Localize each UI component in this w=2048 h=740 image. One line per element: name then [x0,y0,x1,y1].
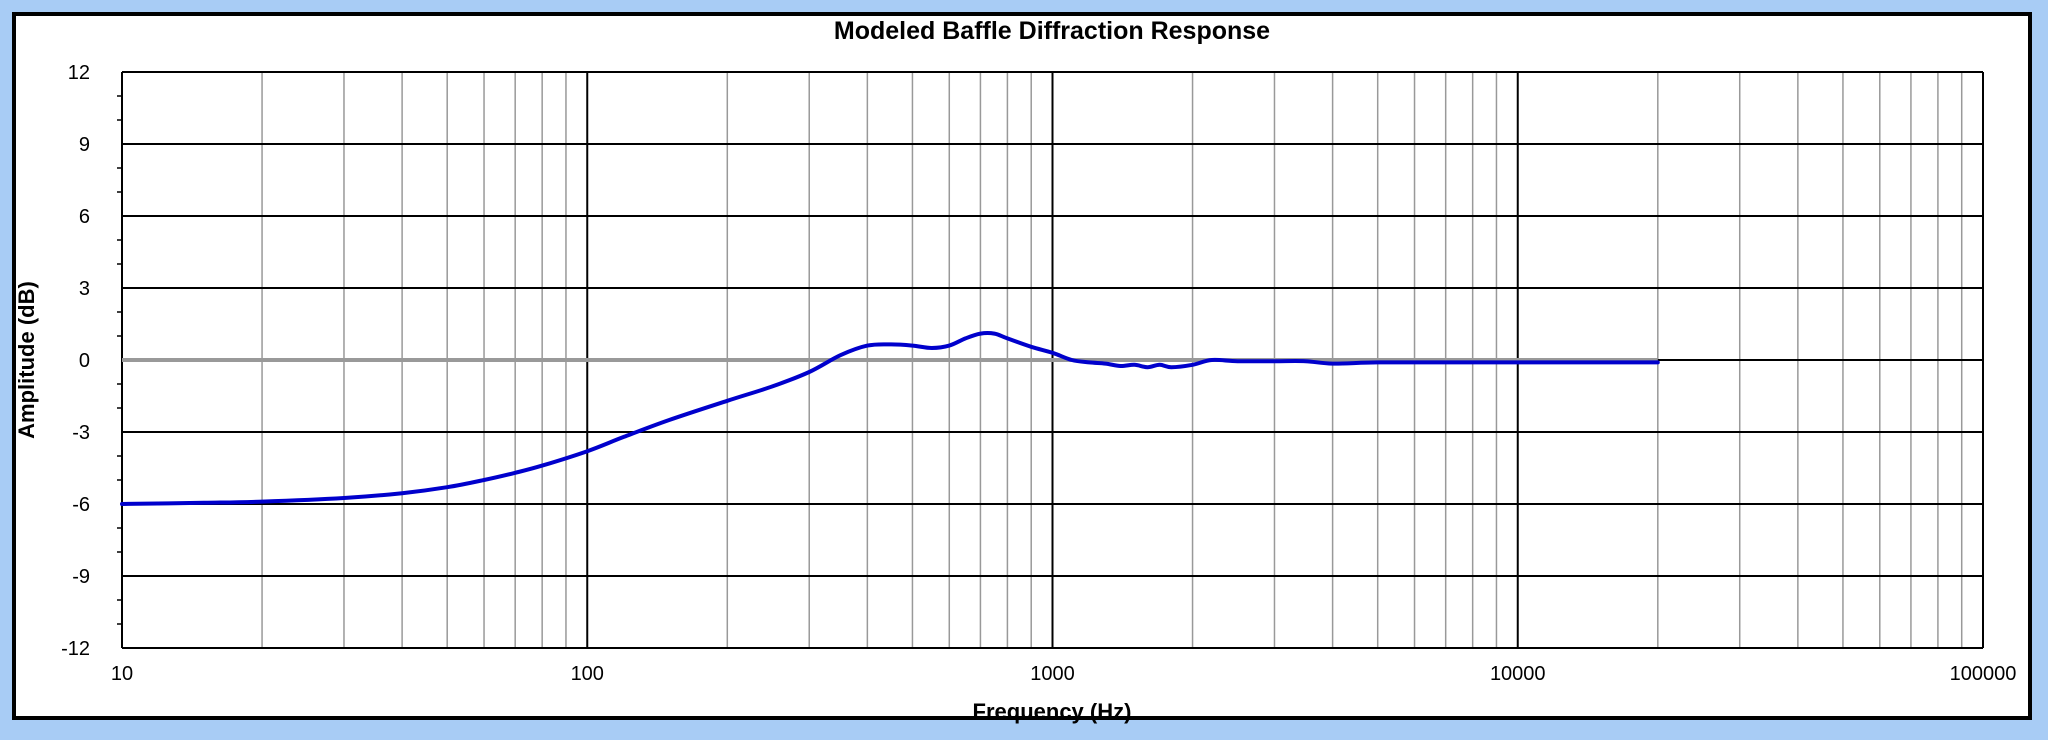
x-tick-label: 1000 [1030,663,1075,685]
y-tick-labels: 12 9 6 3 0 -3 -6 -9 -12 [61,62,90,660]
y-axis-title: Amplitude (dB) [14,281,39,439]
x-tick-label: 10000 [1490,663,1546,685]
y-tick-label: 3 [79,278,90,300]
x-tick-label: 10 [111,663,133,685]
chart-frame [12,12,2032,720]
response-series-line [120,331,1660,506]
y-tick-label: -6 [72,494,90,516]
x-axis-title: Frequency (Hz) [973,699,1132,724]
y-tick-label: 0 [79,350,90,372]
x-tick-label: 100000 [1950,663,2017,685]
y-tick-label: 6 [79,206,90,228]
y-tick-label: -9 [72,566,90,588]
x-tick-labels: 10 100 1000 10000 100000 [111,663,2017,685]
y-tick-label: -12 [61,638,90,660]
series-group [120,331,1660,506]
y-tick-label: 12 [68,62,90,84]
x-tick-label: 100 [571,663,604,685]
y-tick-label: 9 [79,134,90,156]
y-tick-label: -3 [72,422,90,444]
chart-title: Modeled Baffle Diffraction Response [834,17,1270,45]
